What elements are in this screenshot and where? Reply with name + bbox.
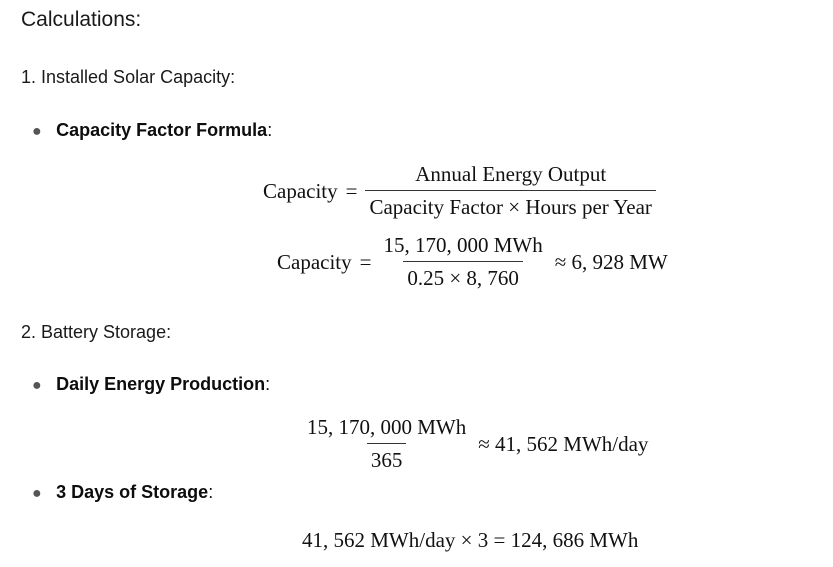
- bullet-label: 3 Days of Storage: [56, 482, 209, 502]
- calc-equals: =: [359, 249, 372, 274]
- bullet-dot: ●: [32, 485, 42, 502]
- calc-fraction: 15, 170, 000 MWh 0.25 × 8, 760: [379, 233, 546, 291]
- daily-fraction: 15, 170, 000 MWh 365: [303, 415, 470, 473]
- bullet-label: Capacity Factor Formula: [56, 120, 268, 140]
- daily-result: ≈ 41, 562 MWh/day: [478, 431, 649, 456]
- bullet-label: Daily Energy Production: [56, 374, 266, 394]
- calc-denominator: 0.25 × 8, 760: [403, 261, 523, 291]
- bullet-suffix: :: [208, 482, 214, 502]
- calc-lhs: Capacity: [277, 249, 352, 274]
- bullet-suffix: :: [265, 374, 271, 394]
- bullet-capacity-factor-formula: ● Capacity Factor Formula:: [32, 120, 272, 141]
- formula-denominator: Capacity Factor × Hours per Year: [365, 190, 656, 220]
- storage-calculation: 41, 562 MWh/day × 3 = 124, 686 MWh: [302, 528, 639, 552]
- capacity-factor-formula: Capacity = Annual Energy Output Capacity…: [263, 162, 656, 220]
- section-title-solar-capacity: 1. Installed Solar Capacity:: [21, 67, 236, 87]
- daily-denominator: 365: [366, 443, 407, 473]
- calc-result: ≈ 6, 928 MW: [554, 249, 668, 274]
- section-title-battery-storage: 2. Battery Storage:: [21, 322, 172, 342]
- page-heading: Calculations:: [21, 8, 142, 31]
- daily-energy-calculation: 15, 170, 000 MWh 365 ≈ 41, 562 MWh/day: [303, 415, 648, 473]
- formula-equals: =: [345, 178, 358, 203]
- formula-lhs: Capacity: [263, 178, 338, 203]
- calc-numerator: 15, 170, 000 MWh: [383, 233, 543, 257]
- bullet-daily-energy-production: ● Daily Energy Production:: [32, 374, 270, 395]
- bullet-dot: ●: [32, 377, 42, 394]
- daily-numerator: 15, 170, 000 MWh: [307, 415, 467, 439]
- formula-numerator: Annual Energy Output: [415, 162, 607, 186]
- bullet-suffix: :: [267, 120, 273, 140]
- bullet-three-days-storage: ● 3 Days of Storage:: [32, 482, 213, 503]
- formula-fraction: Annual Energy Output Capacity Factor × H…: [365, 162, 656, 220]
- bullet-dot: ●: [32, 123, 42, 140]
- capacity-calculation: Capacity = 15, 170, 000 MWh 0.25 × 8, 76…: [277, 233, 668, 291]
